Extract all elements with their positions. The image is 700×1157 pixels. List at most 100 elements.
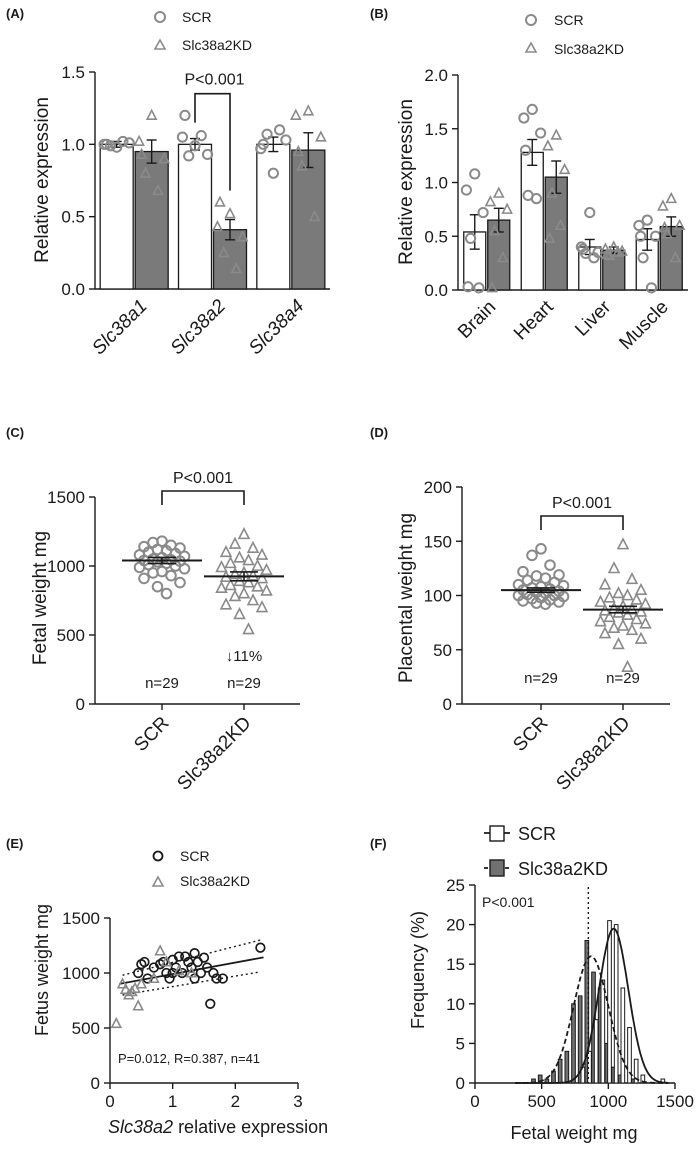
point-scr [179,109,191,122]
x-tick-label: Slc38a2KD [173,713,255,795]
point-scr [139,956,150,968]
point-scr [217,973,228,984]
point-scr [517,595,529,607]
y-tick-label: 1.5 [61,63,85,82]
point-kd [224,578,237,591]
point-kd [488,224,501,236]
point-scr [637,252,649,264]
bar-scr [177,143,213,290]
point-kd [110,1016,123,1029]
point-kd [173,964,185,976]
point-kd [214,195,226,207]
point-scr [183,150,195,162]
x-tick-label: 2 [231,1092,240,1111]
point-scr [176,967,188,979]
point-kd [154,944,166,956]
point-scr [180,951,191,962]
hist-bar-kd [571,1003,576,1084]
significance-bracket [161,490,245,505]
point-kd [594,614,607,627]
panel-d: (D) Placental weight mg 0 50 100 150 200 SCR n… [370,425,670,795]
point-scr [539,598,552,610]
point-kd [246,540,260,553]
x-tick-label: SCR [130,713,173,756]
point-scr [186,962,197,973]
significance-bracket [540,515,624,530]
n-label: n=29 [227,675,261,692]
point-scr [469,168,481,180]
y-tick-label: 0.5 [61,208,85,227]
point-scr [473,282,485,294]
y-tick-label: 50 [433,641,452,660]
hist-bar-kd [564,1050,570,1084]
hist-bar-scr [620,987,626,1084]
x-tick-label: Liver [571,296,615,340]
y-tick-label: 1000 [47,557,85,576]
x-tick-label: SCR [509,713,552,756]
x-tick-label: Slc38a2 [167,295,231,359]
significance-label: P<0.001 [184,72,244,89]
panel-c: (C) Fetal weight mg 0 500 1000 1500 SCR n=29 S… [6,425,300,795]
y-tick-label: 0 [456,1074,465,1093]
x-tick-label: 3 [293,1092,302,1111]
point-kd [550,128,563,140]
point-kd [246,593,260,606]
point-kd [665,191,678,204]
point-kd [251,579,264,592]
point-kd [292,144,305,157]
point-scr [274,124,286,136]
panel-e-label: (E) [6,836,23,851]
y-tick-label: 1000 [62,964,100,983]
point-kd [160,955,173,967]
point-scr [460,184,472,196]
panel-c-label: (C) [6,425,24,440]
point-kd [126,984,138,997]
hist-bar-kd [577,995,583,1084]
point-kd [132,999,145,1011]
point-scr [165,569,177,582]
point-kd [598,577,612,590]
panel-d-label: (D) [370,425,388,440]
point-kd [657,199,669,211]
point-scr [173,951,185,962]
point-kd [215,580,228,594]
point-kd [630,592,643,605]
point-kd [630,612,643,625]
point-kd [661,227,673,239]
point-kd [237,586,251,599]
panel-e-xlabel-italic: Slc38a2 [108,1117,173,1137]
point-kd [158,152,171,164]
y-tick-label: 20 [446,916,465,935]
point-kd [616,618,630,631]
panel-c-ylabel: Fetal weight mg [30,531,51,665]
hist-bar-kd [557,1058,563,1084]
point-scr [160,587,173,600]
legend-kd-label: Slc38a2KD [182,37,252,53]
significance-label: P<0.001 [173,470,233,487]
point-scr [577,243,589,255]
stats-annotation: P=0.012, R=0.387, n=41 [118,1051,260,1066]
hist-bar-scr [593,1019,599,1084]
point-scr [519,144,532,156]
y-tick-label: 150 [424,532,452,551]
point-kd [621,588,634,601]
point-kd [658,220,671,233]
point-kd [224,555,237,569]
point-scr [261,128,273,140]
panel-b-legend: SCR Slc38a2KD [524,12,624,57]
point-kd [228,567,242,580]
point-scr [138,572,150,585]
legend-kd-label: Slc38a2KD [180,873,250,889]
point-scr [526,103,538,116]
panel-f: (F) SCR Slc38a2KD Frequency (%) Fetal we… [370,824,694,1143]
y-tick-label: 0 [76,695,85,714]
point-scr [133,561,146,574]
y-tick-label: 1.0 [424,174,448,193]
x-tick-label: Heart [510,296,558,344]
x-tick-label: 500 [527,1092,555,1111]
point-scr [518,112,530,124]
point-kd [607,240,620,252]
point-kd [139,166,152,178]
point-kd [219,597,233,610]
panel-e-xlabel-rest: relative expression [173,1117,328,1137]
